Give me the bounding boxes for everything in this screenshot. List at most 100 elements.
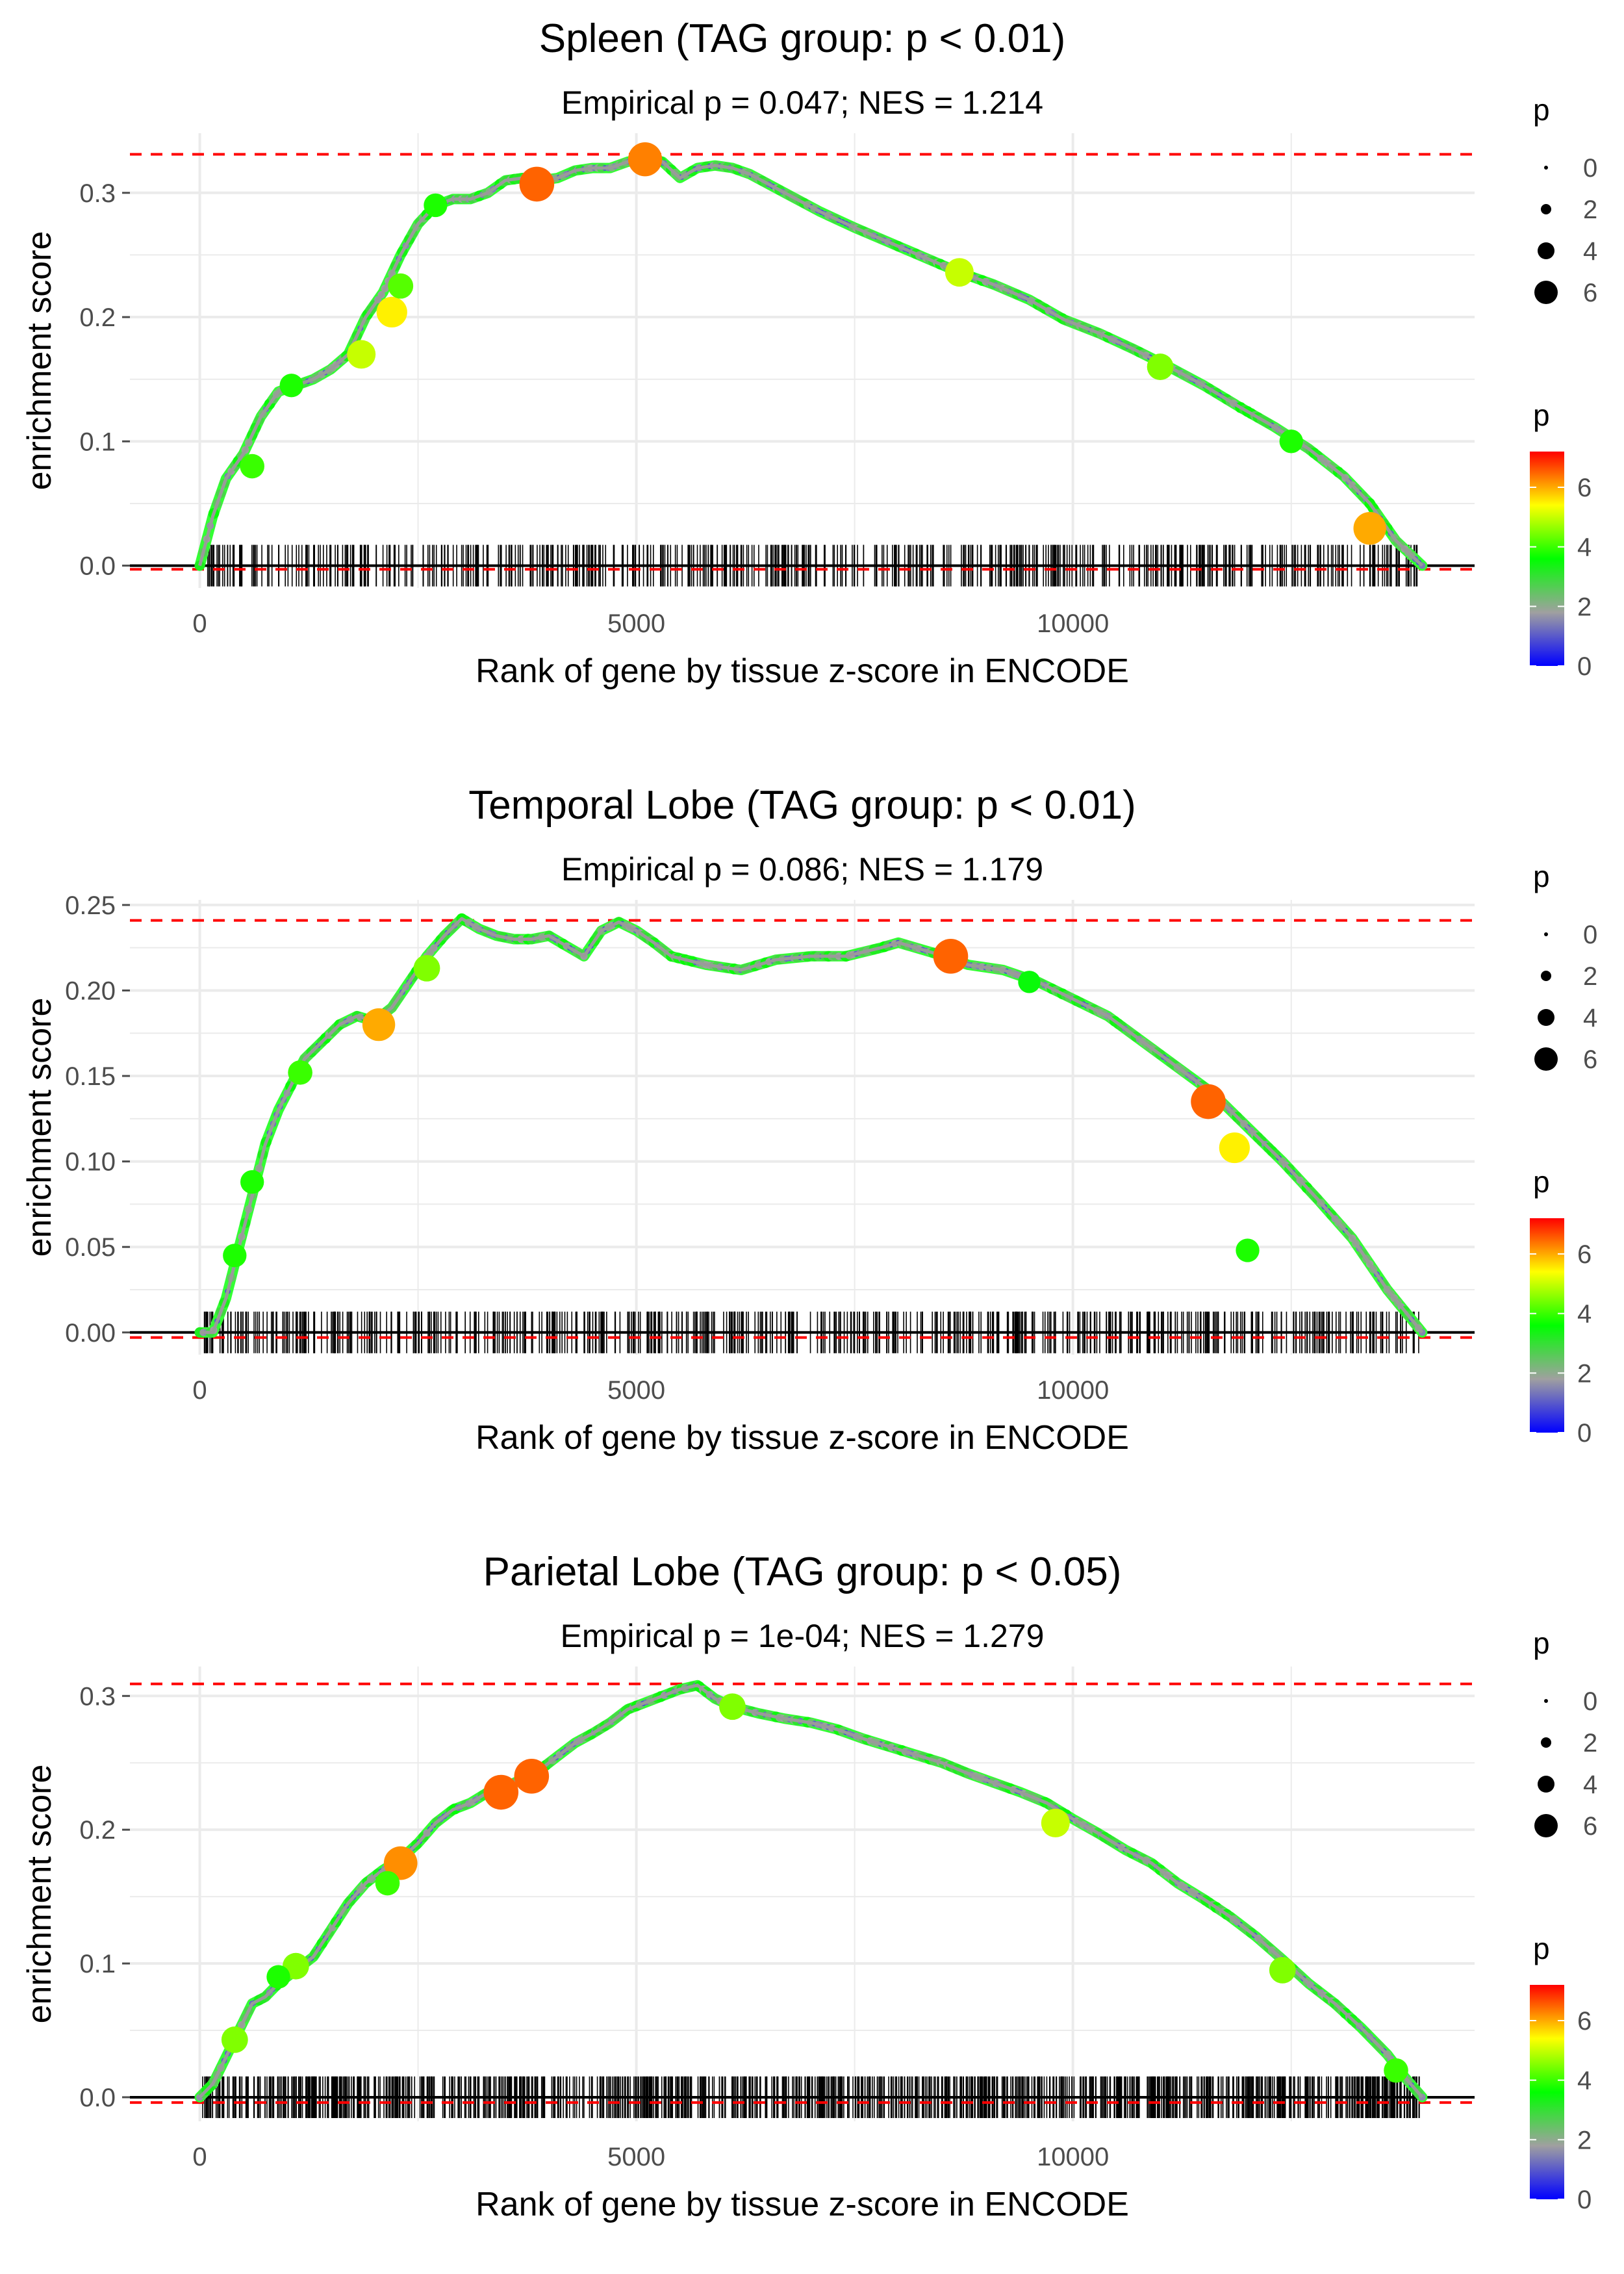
color-legend-label: 4 [1577,1300,1592,1329]
highlight-point [288,1060,312,1085]
highlight-point [347,340,376,369]
color-legend-label: 2 [1577,1359,1592,1388]
curve-points [194,154,1426,571]
highlight-point [413,954,440,982]
size-legend-dot [1541,971,1551,981]
es-curve-halo [194,153,1428,571]
highlight-point [362,1008,396,1041]
size-legend-label: 4 [1583,1770,1597,1799]
size-legend-title: p [1533,1626,1550,1660]
x-tick-label: 5000 [607,1376,665,1405]
y-tick-label: 0.2 [79,1816,116,1845]
size-legend-dot [1544,166,1548,170]
size-legend-dot [1534,1047,1558,1071]
highlight-point [1041,1808,1070,1837]
size-legend-dot [1538,1776,1554,1793]
size-legend-label: 4 [1583,1004,1597,1032]
highlight-point [240,1170,264,1194]
x-tick-label: 0 [192,609,207,638]
highlight-point [1269,1956,1296,1984]
color-bar [1530,452,1564,666]
chart-panel-2: Temporal Lobe (TAG group: p < 0.01) Empir… [21,783,1597,1457]
x-tick-label: 10000 [1037,609,1109,638]
y-tick-label: 0.2 [79,303,116,332]
color-legend-label: 6 [1577,474,1592,502]
highlight-point [719,1693,746,1720]
chart-panel-3: Parietal Lobe (TAG group: p < 0.05) Empir… [21,1550,1597,2223]
y-tick-label: 0.10 [65,1148,116,1177]
chart-subtitle: Empirical p = 0.086; NES = 1.179 [561,851,1043,888]
y-tick-label: 0.20 [65,977,116,1005]
highlight-point [424,193,448,218]
highlight-point [1191,1084,1226,1119]
color-legend-title: p [1533,1932,1550,1965]
size-legend-label: 0 [1583,1687,1597,1716]
highlight-point [1353,511,1386,545]
x-tick-label: 5000 [607,2143,665,2171]
y-tick-label: 0.3 [79,1682,116,1711]
x-tick-label: 0 [192,2143,207,2171]
size-legend-dot [1538,1009,1554,1026]
highlight-point [383,1846,418,1880]
color-legend-label: 4 [1577,2067,1592,2095]
color-legend-label: 0 [1577,2186,1592,2214]
color-legend-label: 2 [1577,593,1592,621]
y-tick-label: 0.3 [79,179,116,208]
x-axis-label: Rank of gene by tissue z-score in ENCODE [476,652,1129,690]
color-legend-label: 2 [1577,2126,1592,2154]
size-legend-label: 4 [1583,237,1597,266]
es-curve-halo [194,913,1428,1338]
highlight-point [1018,971,1041,993]
highlight-point [376,296,407,328]
highlight-point [375,1871,400,1896]
color-legend-label: 0 [1577,1419,1592,1448]
color-legend-label: 0 [1577,652,1592,681]
x-tick-label: 0 [192,1376,207,1405]
highlight-point [1384,2058,1408,2083]
size-legend-dot [1544,1699,1548,1703]
y-tick-label: 0.00 [65,1319,116,1348]
highlight-point [388,273,414,299]
chart-panel-1: Spleen (TAG group: p < 0.01) Empirical p … [21,16,1597,690]
y-tick-label: 0.0 [79,552,116,581]
highlight-point [628,142,663,177]
size-legend-title: p [1533,93,1550,127]
x-tick-label: 10000 [1037,1376,1109,1405]
color-bar [1530,1218,1564,1433]
highlight-point [1279,429,1303,454]
size-legend-label: 2 [1583,1729,1597,1757]
color-bar [1530,1985,1564,2199]
size-legend-label: 6 [1583,1812,1597,1841]
size-legend-dot [1538,242,1554,259]
highlight-point [221,2026,248,2053]
x-axis-label: Rank of gene by tissue z-score in ENCODE [476,1419,1129,1457]
highlight-point [945,258,974,287]
color-legend-title: p [1533,398,1550,432]
x-axis-label: Rank of gene by tissue z-score in ENCODE [476,2186,1129,2223]
highlight-point [514,1759,550,1794]
size-legend-label: 6 [1583,279,1597,307]
color-legend-label: 6 [1577,1240,1592,1269]
y-tick-label: 0.0 [79,2084,116,2112]
chart-title: Temporal Lobe (TAG group: p < 0.01) [468,783,1136,828]
size-legend-label: 0 [1583,921,1597,949]
size-legend-label: 2 [1583,962,1597,991]
es-curve [198,1683,1424,2099]
chart-title: Parietal Lobe (TAG group: p < 0.05) [483,1550,1122,1594]
y-tick-label: 0.1 [79,1950,116,1978]
y-axis-label: enrichment score [21,231,58,491]
size-legend-label: 0 [1583,154,1597,183]
highlight-point [933,939,969,974]
size-legend-dot [1534,281,1558,304]
x-tick-label: 5000 [607,609,665,638]
y-tick-label: 0.05 [65,1233,116,1262]
size-legend-label: 6 [1583,1045,1597,1074]
size-legend-dot [1534,1814,1558,1837]
y-tick-label: 0.15 [65,1062,116,1091]
chart-subtitle: Empirical p = 1e-04; NES = 1.279 [561,1618,1045,1654]
y-axis-label: enrichment score [21,998,58,1257]
x-tick-label: 10000 [1037,2143,1109,2171]
size-legend-dot [1541,1737,1551,1748]
es-curve [198,156,1424,567]
